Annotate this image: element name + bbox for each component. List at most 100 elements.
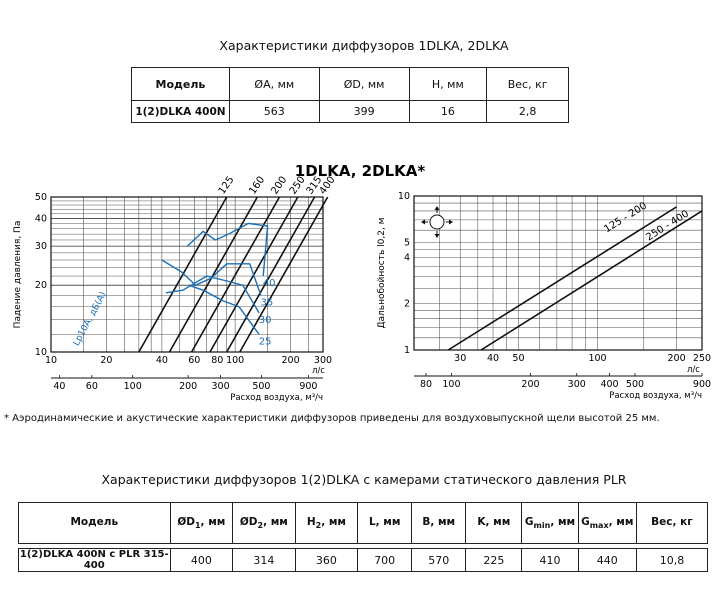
x-tick-label: 40 [487, 353, 499, 364]
header-col-5: B, мм [411, 502, 467, 544]
series-line-315 [226, 196, 316, 353]
acoustic-label-40: 40 [263, 278, 276, 289]
series-label-160: 160 [247, 175, 267, 197]
header-weight: Вес, кг [486, 67, 569, 101]
cell-diameter-a: 563 [228, 100, 320, 123]
x2-tick-label: 200 [521, 379, 539, 390]
dimensions-table: Модель ØA, мм ØD, мм H, мм Вес, кг 1(2)D… [131, 67, 569, 123]
y-tick-label: 20 [35, 280, 47, 291]
plr-table: Модель ØD1, мм ØD2, мм H2, мм L, мм B, мм K, м… [18, 502, 709, 572]
cell-col-9: 10,8 [635, 548, 709, 572]
y-tick-label: 1 [404, 345, 410, 356]
diffuser-icon [429, 214, 445, 230]
y-tick-label: 50 [35, 192, 47, 203]
x-tick-label: 200 [667, 353, 685, 364]
y-tick-label: 5 [404, 237, 410, 248]
x2-tick-label: 900 [299, 381, 317, 392]
x-tick-label: 30 [454, 353, 466, 364]
series-line-125 [138, 196, 228, 353]
x2-tick-label: 900 [693, 379, 711, 390]
x-tick-label: 20 [100, 355, 112, 366]
header-col-2: ØD2, мм [232, 502, 296, 544]
y-axis-label: Дальнобойность l0,2, м [377, 218, 387, 329]
y-tick-label: 30 [35, 241, 47, 252]
y-tick-label: 10 [398, 191, 410, 202]
y-tick-label: 2 [404, 299, 410, 310]
header-diameter-a: ØA, мм [228, 67, 320, 101]
acoustic-label-25: 25 [259, 336, 272, 347]
cell-col-2: 314 [232, 548, 296, 572]
x-tick-label: 200 [282, 355, 300, 366]
series-line-200 [190, 196, 281, 353]
plot-frame [413, 195, 703, 351]
header-col-8: Gmax, мм [577, 502, 637, 544]
cell-col-6: 225 [465, 548, 523, 572]
acoustic-label-30: 30 [259, 315, 272, 326]
cell-col-0: 1(2)DLKA 400N с PLR 315-400 [18, 548, 171, 572]
x-tick-label: 10 [45, 355, 57, 366]
x2-tick-label: 300 [211, 381, 229, 392]
header-col-6: K, мм [465, 502, 523, 544]
arrow-head-icon [434, 234, 440, 238]
x-tick-label: 250 [693, 353, 711, 364]
table-row: 1(2)DLKA 400N с PLR 315-400 400 314 360 700 5… [18, 548, 709, 572]
header-col-4: L, мм [357, 502, 413, 544]
x-tick-label: 40 [156, 355, 168, 366]
series-line-0 [447, 206, 677, 351]
table-row: 1(2)DLKA 400N 563 399 16 2,8 [131, 100, 569, 123]
series-label-200: 200 [269, 175, 289, 197]
x-tick-label: 100 [226, 355, 244, 366]
x-tick-label: 50 [512, 353, 524, 364]
cell-col-3: 360 [294, 548, 359, 572]
x2-tick-label: 100 [442, 379, 460, 390]
x2-axis-label: Расход воздуха, м³/ч [230, 393, 323, 403]
x-unit-label: л/с [687, 365, 700, 375]
series-line-160 [168, 196, 259, 353]
footnote: * Аэродинамические и акустические характ… [4, 413, 660, 424]
x2-tick-label: 100 [124, 381, 142, 392]
arrow-head-icon [421, 219, 425, 225]
header-col-3: H2, мм [294, 502, 359, 544]
arrow-head-icon [449, 219, 453, 225]
x2-tick-label: 500 [626, 379, 644, 390]
x-tick-label: 100 [588, 353, 606, 364]
header-col-7: Gmin, мм [521, 502, 579, 544]
y-tick-label: 10 [35, 347, 47, 358]
x2-tick-label: 60 [86, 381, 98, 392]
cell-weight: 2,8 [486, 100, 569, 123]
table1-title: Характеристики диффузоров 1DLKA, 2DLKA [219, 38, 509, 53]
header-col-0: Модель [18, 502, 171, 544]
y-tick-label: 40 [35, 213, 47, 224]
acoustic-label-35: 35 [261, 297, 274, 308]
chart-title: 1DLKA, 2DLKA* [295, 162, 426, 180]
acoustic-axis-label: Lp10A, дБ(А) [72, 290, 109, 347]
cell-col-8: 440 [577, 548, 637, 572]
y-axis-label: Падение давления, Па [13, 221, 23, 329]
x-tick-label: 60 [188, 355, 200, 366]
series-line-400 [239, 196, 329, 353]
arrow-head-icon [434, 206, 440, 210]
acoustic-line-30 [165, 275, 260, 314]
x2-tick-label: 400 [600, 379, 618, 390]
x2-tick-label: 40 [53, 381, 65, 392]
series-label-1: 250 - 400 [644, 208, 691, 243]
series-line-1 [480, 210, 703, 351]
acoustic-line-25 [188, 284, 260, 335]
header-diameter-d: ØD, мм [318, 67, 410, 101]
table2-title: Характеристики диффузоров 1(2)DLKA с кам… [101, 472, 627, 487]
x2-tick-label: 200 [179, 381, 197, 392]
header-col-9: Вес, кг [635, 502, 709, 544]
x2-axis-label: Расход воздуха, м³/ч [609, 391, 702, 401]
cell-col-7: 410 [521, 548, 579, 572]
cell-col-1: 400 [169, 548, 234, 572]
plot-frame [50, 196, 324, 353]
acoustic-line-35 [161, 259, 262, 296]
x-tick-label: 80 [211, 355, 223, 366]
cell-col-4: 700 [357, 548, 413, 572]
cell-col-5: 570 [411, 548, 467, 572]
acoustic-line-40 [186, 222, 269, 277]
y-tick-label: 4 [404, 252, 410, 263]
